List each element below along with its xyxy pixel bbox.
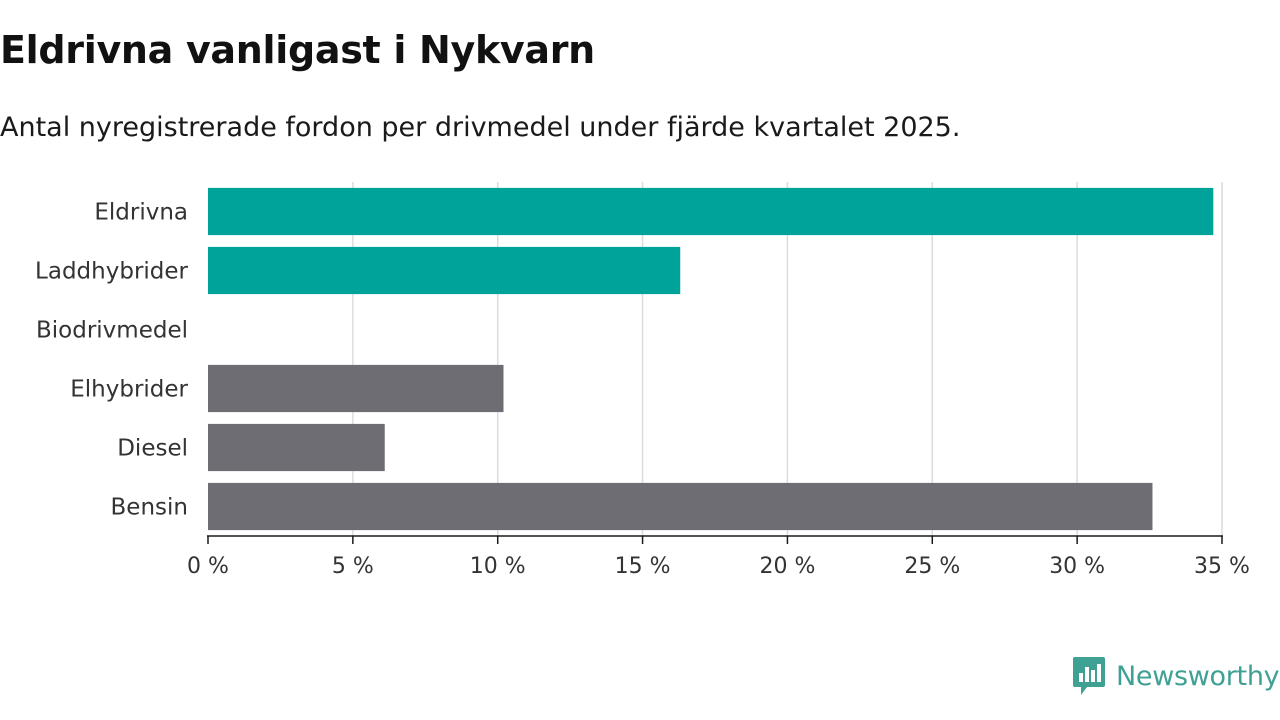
- chart-subtitle: Antal nyregistrerade fordon per drivmede…: [0, 112, 961, 143]
- category-label-biodrivmedel: Biodrivmedel: [36, 318, 188, 344]
- bar-diesel: [208, 423, 385, 472]
- chart-title: Eldrivna vanligast i Nykvarn: [0, 28, 595, 72]
- x-tick-label-3: 15 %: [615, 554, 671, 579]
- newsworthy-logo-icon: [1073, 657, 1105, 695]
- x-tick-label-7: 35 %: [1194, 554, 1250, 579]
- bar-elhybrider: [208, 364, 504, 413]
- x-tick-label-0: 0 %: [187, 554, 229, 579]
- bar-chart: Eldrivna Laddhybrider Biodrivmedel Elhybrid…: [35, 182, 1250, 579]
- category-label-diesel: Diesel: [117, 436, 188, 462]
- bar-laddhybrider: [208, 246, 681, 295]
- brand-name: Newsworthy: [1116, 660, 1280, 692]
- x-tick-label-2: 10 %: [470, 554, 526, 579]
- x-tick-label-1: 5 %: [332, 554, 374, 579]
- x-tick-label-6: 30 %: [1049, 554, 1105, 579]
- bar-eldrivna: [208, 187, 1214, 236]
- x-tick-label-5: 25 %: [904, 554, 960, 579]
- category-label-bensin: Bensin: [111, 495, 188, 521]
- newsworthy-logo: Newsworthy: [1072, 655, 1280, 697]
- category-label-laddhybrider: Laddhybrider: [35, 259, 188, 285]
- category-label-eldrivna: Eldrivna: [94, 200, 188, 226]
- category-label-elhybrider: Elhybrider: [70, 377, 188, 403]
- bar-bensin: [208, 482, 1153, 531]
- x-tick-label-4: 20 %: [759, 554, 815, 579]
